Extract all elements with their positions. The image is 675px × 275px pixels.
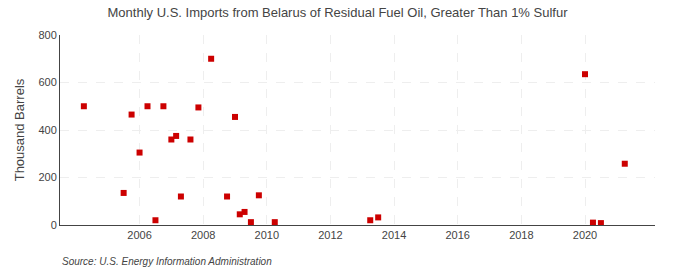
svg-text:Source: U.S. Energy Informatio: Source: U.S. Energy Information Administ… <box>62 256 272 267</box>
svg-text:600: 600 <box>38 76 56 88</box>
svg-text:2020: 2020 <box>573 229 597 241</box>
svg-text:2006: 2006 <box>127 229 151 241</box>
svg-text:2018: 2018 <box>509 229 533 241</box>
svg-text:400: 400 <box>38 124 56 136</box>
svg-text:2014: 2014 <box>382 229 406 241</box>
svg-text:2008: 2008 <box>191 229 215 241</box>
svg-text:200: 200 <box>38 171 56 183</box>
svg-text:Thousand Barrels: Thousand Barrels <box>12 78 27 181</box>
svg-text:2016: 2016 <box>445 229 469 241</box>
svg-text:0: 0 <box>51 219 57 231</box>
svg-text:2012: 2012 <box>318 229 342 241</box>
svg-text:Monthly U.S. Imports from Bela: Monthly U.S. Imports from Belarus of Res… <box>108 5 569 20</box>
svg-text:2010: 2010 <box>255 229 279 241</box>
svg-text:800: 800 <box>38 29 56 41</box>
